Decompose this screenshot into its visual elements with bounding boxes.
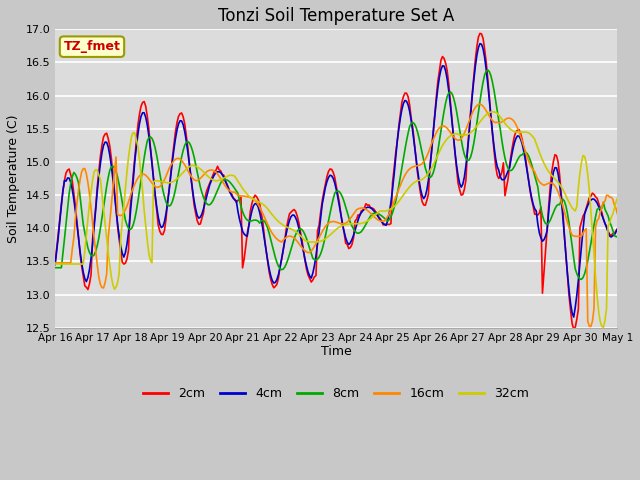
32cm — [67, 261, 75, 267]
32cm — [156, 178, 164, 184]
8cm — [51, 265, 59, 271]
8cm — [547, 217, 554, 223]
Line: 8cm: 8cm — [55, 70, 618, 279]
4cm — [614, 226, 621, 232]
X-axis label: Time: Time — [321, 346, 351, 359]
Line: 32cm: 32cm — [55, 112, 618, 327]
Title: Tonzi Soil Temperature Set A: Tonzi Soil Temperature Set A — [218, 7, 454, 25]
8cm — [156, 170, 164, 176]
8cm — [390, 205, 398, 211]
16cm — [614, 211, 621, 217]
32cm — [371, 212, 379, 217]
8cm — [614, 234, 621, 240]
4cm — [51, 262, 59, 267]
8cm — [578, 276, 586, 282]
32cm — [547, 171, 554, 177]
16cm — [476, 101, 484, 107]
32cm — [390, 204, 398, 209]
2cm — [403, 90, 410, 96]
16cm — [371, 215, 379, 221]
16cm — [403, 169, 410, 175]
4cm — [156, 221, 164, 227]
16cm — [547, 180, 554, 186]
4cm — [67, 180, 75, 185]
4cm — [371, 210, 379, 216]
16cm — [156, 184, 164, 190]
32cm — [600, 324, 607, 330]
8cm — [403, 138, 410, 144]
2cm — [570, 326, 577, 332]
Line: 2cm: 2cm — [55, 34, 618, 329]
2cm — [476, 31, 484, 36]
Legend: 2cm, 4cm, 8cm, 16cm, 32cm: 2cm, 4cm, 8cm, 16cm, 32cm — [138, 382, 534, 405]
8cm — [67, 180, 75, 186]
4cm — [403, 98, 410, 104]
2cm — [156, 228, 164, 234]
32cm — [51, 261, 59, 267]
4cm — [547, 192, 554, 198]
8cm — [484, 67, 492, 73]
Text: TZ_fmet: TZ_fmet — [63, 40, 120, 53]
Line: 4cm: 4cm — [55, 44, 618, 317]
Y-axis label: Soil Temperature (C): Soil Temperature (C) — [7, 114, 20, 243]
32cm — [488, 109, 496, 115]
32cm — [614, 195, 621, 201]
2cm — [614, 226, 621, 232]
2cm — [390, 166, 398, 172]
16cm — [67, 260, 75, 266]
16cm — [51, 260, 59, 266]
4cm — [390, 172, 398, 178]
2cm — [51, 261, 59, 266]
16cm — [390, 199, 398, 204]
2cm — [67, 172, 75, 178]
16cm — [587, 324, 595, 329]
4cm — [476, 41, 484, 47]
8cm — [371, 210, 379, 216]
4cm — [570, 314, 577, 320]
Line: 16cm: 16cm — [55, 104, 618, 326]
2cm — [371, 208, 379, 214]
2cm — [547, 183, 554, 189]
32cm — [403, 188, 410, 193]
